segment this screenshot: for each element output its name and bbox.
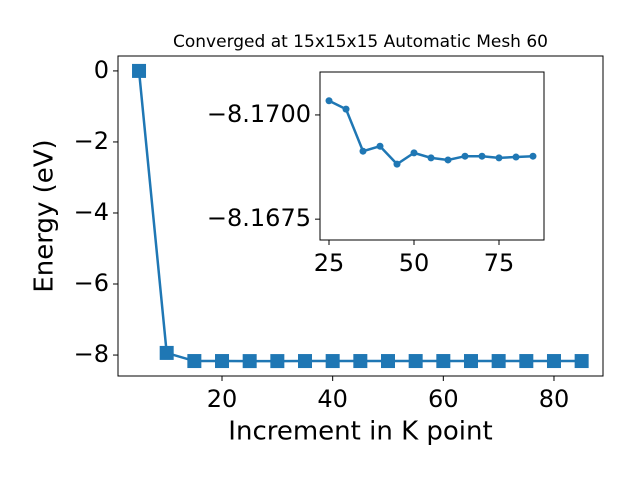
x-tick-label: 75 bbox=[484, 249, 515, 277]
y-tick-label: −6 bbox=[74, 269, 109, 297]
marker bbox=[393, 160, 401, 168]
marker bbox=[410, 149, 418, 157]
marker bbox=[444, 156, 452, 164]
y-tick-label: −8.1700 bbox=[207, 100, 311, 128]
y-tick-label: 0 bbox=[94, 56, 109, 84]
marker bbox=[159, 345, 174, 360]
y-tick-label: −4 bbox=[74, 198, 109, 226]
marker bbox=[325, 97, 333, 105]
x-tick-label: 60 bbox=[428, 385, 459, 413]
marker bbox=[270, 354, 285, 369]
x-tick-label: 25 bbox=[314, 249, 345, 277]
marker bbox=[342, 105, 350, 113]
marker bbox=[436, 354, 451, 369]
marker bbox=[359, 147, 367, 155]
marker bbox=[215, 354, 230, 369]
x-tick-label: 40 bbox=[317, 385, 348, 413]
marker bbox=[529, 152, 537, 160]
marker bbox=[574, 354, 589, 369]
y-tick-label: −8 bbox=[74, 340, 109, 368]
marker bbox=[491, 354, 506, 369]
marker bbox=[478, 152, 486, 160]
marker bbox=[408, 354, 423, 369]
y-tick-label: −8.1675 bbox=[207, 204, 311, 232]
marker bbox=[242, 354, 257, 369]
marker bbox=[512, 153, 520, 161]
marker bbox=[187, 354, 202, 369]
marker bbox=[495, 154, 503, 162]
x-tick-label: 50 bbox=[399, 249, 430, 277]
chart-title: Converged at 15x15x15 Automatic Mesh 60 bbox=[173, 32, 548, 52]
marker bbox=[132, 63, 147, 78]
y-axis-label: Energy (eV) bbox=[30, 139, 60, 292]
marker bbox=[546, 354, 561, 369]
marker bbox=[325, 354, 340, 369]
x-axis-label: Increment in K point bbox=[228, 417, 492, 447]
marker bbox=[376, 142, 384, 150]
x-tick-label: 20 bbox=[207, 385, 238, 413]
x-tick-label: 80 bbox=[539, 385, 570, 413]
marker bbox=[298, 354, 313, 369]
marker bbox=[353, 354, 368, 369]
marker bbox=[427, 154, 435, 162]
marker bbox=[519, 354, 534, 369]
marker bbox=[380, 354, 395, 369]
y-tick-label: −2 bbox=[74, 127, 109, 155]
marker bbox=[461, 152, 469, 160]
marker bbox=[463, 354, 478, 369]
